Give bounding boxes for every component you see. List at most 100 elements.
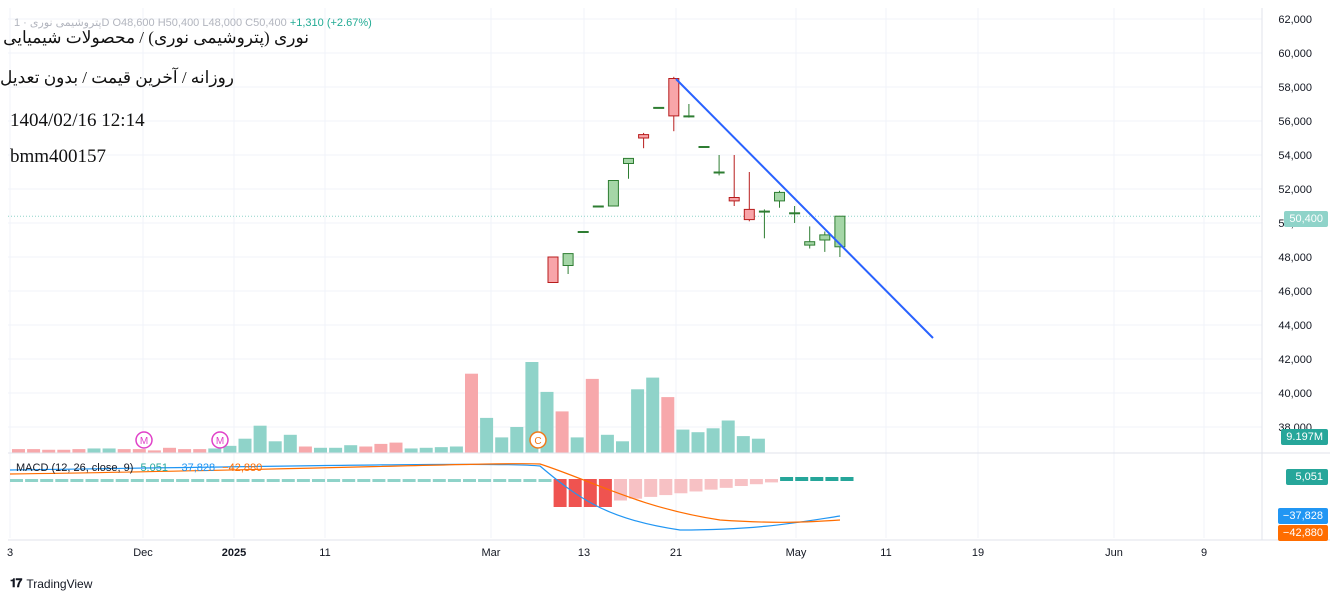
volume-bar bbox=[193, 449, 207, 453]
ohlc-legend: پتروشیمی نوری · 1D O48,600 H50,400 L48,0… bbox=[14, 16, 372, 29]
volume-bar bbox=[12, 449, 25, 453]
axes: 62,00060,00058,00056,00054,00052,00050,0… bbox=[7, 8, 1330, 559]
candle-body bbox=[804, 241, 816, 246]
volume-bar bbox=[751, 438, 765, 453]
x-tick-label: Jun bbox=[1105, 547, 1123, 559]
macd-hist-bar bbox=[206, 479, 220, 482]
macd-legend[interactable]: MACD (12, 26, close, 9) 5.051 −37,828 −4… bbox=[16, 462, 262, 474]
y-tick-label: 46,000 bbox=[1278, 286, 1312, 298]
tradingview-brand[interactable]: 𝟏𝟕 TradingView bbox=[10, 576, 92, 591]
volume-bar bbox=[434, 447, 448, 453]
macd-hist-bar bbox=[281, 479, 295, 482]
volume-bar bbox=[163, 447, 176, 453]
volume-bar bbox=[253, 425, 267, 453]
macd-hist-bar bbox=[70, 479, 84, 482]
y-tick-label: 52,000 bbox=[1278, 184, 1312, 196]
event-marker bbox=[135, 431, 153, 449]
macd-line-badge: −37,828 bbox=[1277, 508, 1328, 524]
macd-hist-bar bbox=[810, 477, 824, 481]
macd-hist-bar bbox=[659, 479, 673, 496]
x-tick-label: 3 bbox=[7, 547, 13, 559]
user-id: bmm400157 bbox=[10, 146, 107, 167]
volume-bar bbox=[585, 378, 599, 453]
macd-hist-bar bbox=[130, 479, 144, 482]
ohlc-text: پتروشیمی نوری · 1D O48,600 H50,400 L48,0… bbox=[14, 17, 287, 29]
candle-body bbox=[728, 197, 740, 202]
volume-bar bbox=[661, 397, 675, 453]
candle-body bbox=[774, 191, 785, 202]
volume-bar bbox=[359, 446, 373, 453]
macd-hist-badge: 5,051 bbox=[1286, 469, 1328, 485]
volume-bar bbox=[736, 436, 750, 453]
volume-bar bbox=[268, 441, 282, 453]
macd-hist-bar bbox=[598, 479, 612, 507]
volume-bar bbox=[72, 449, 86, 453]
candle-body bbox=[668, 78, 680, 117]
macd-hist-bar bbox=[402, 479, 416, 482]
macd-hist-bar bbox=[357, 479, 371, 482]
candle-body bbox=[819, 234, 831, 241]
y-tick-label: 60,000 bbox=[1278, 48, 1312, 60]
macd-hist-bar bbox=[55, 479, 69, 482]
x-tick-label: 19 bbox=[972, 547, 984, 559]
volume-bar bbox=[616, 441, 629, 453]
signal-line bbox=[9, 463, 841, 523]
macd-hist-bar bbox=[236, 479, 250, 482]
signal-line-badge: −42,880 bbox=[1277, 525, 1328, 541]
volume-bar bbox=[404, 448, 418, 453]
volume-bars bbox=[12, 362, 765, 453]
event-marker-label: M bbox=[216, 436, 224, 447]
volume-bar bbox=[706, 428, 720, 453]
x-tick-label: Dec bbox=[133, 547, 153, 559]
macd-hist-bar bbox=[115, 479, 129, 482]
macd-line bbox=[9, 463, 841, 531]
volume-bar bbox=[314, 447, 327, 453]
volume-bar bbox=[178, 449, 192, 453]
volume-bar bbox=[238, 438, 252, 453]
macd-hist-bar bbox=[327, 479, 341, 482]
macd-hist-bar bbox=[417, 479, 431, 482]
y-tick-label: 56,000 bbox=[1278, 116, 1312, 128]
event-marker bbox=[211, 431, 229, 449]
macd-hist-bar bbox=[10, 479, 23, 482]
macd-hist-bar bbox=[749, 479, 763, 485]
macd-hist-bar bbox=[463, 479, 476, 482]
macd-hist-bar bbox=[251, 479, 265, 482]
macd-name: MACD (12, 26, close, 9) bbox=[16, 462, 134, 474]
candle-body bbox=[592, 205, 604, 208]
volume-bar bbox=[691, 432, 705, 453]
candle-body bbox=[698, 146, 710, 148]
candle-body bbox=[758, 210, 770, 213]
chart-subtitle: روزانه / آخرین قیمت / بدون تعدیل bbox=[0, 68, 234, 87]
tradingview-logo-icon: 𝟏𝟕 bbox=[10, 576, 22, 590]
trend-line[interactable] bbox=[675, 78, 934, 339]
macd-hist-bar bbox=[493, 479, 507, 482]
macd-hist-bar bbox=[780, 477, 794, 481]
macd-hist-bar bbox=[145, 479, 159, 482]
volume-bar bbox=[208, 448, 222, 453]
x-tick-label: Mar bbox=[482, 547, 501, 559]
y-tick-label: 54,000 bbox=[1278, 150, 1312, 162]
volume-bar bbox=[57, 449, 71, 453]
volume-bar bbox=[721, 420, 735, 453]
volume-bar bbox=[132, 449, 146, 453]
volume-bar bbox=[223, 445, 237, 453]
macd-hist-bar bbox=[312, 479, 325, 482]
macd-hist-bar bbox=[825, 477, 839, 481]
x-tick-label: 9 bbox=[1201, 547, 1207, 559]
macd-hist-bar bbox=[40, 479, 54, 482]
volume-bar bbox=[344, 445, 358, 453]
volume-bar bbox=[465, 373, 478, 453]
macd-hist-bar bbox=[372, 479, 386, 482]
macd-hist-bar bbox=[553, 479, 567, 507]
macd-hist-bar bbox=[432, 479, 446, 482]
volume-bar bbox=[374, 443, 388, 453]
candlesticks[interactable] bbox=[547, 76, 846, 283]
macd-hist-bar bbox=[765, 479, 778, 483]
macd-hist-bar bbox=[508, 479, 522, 482]
candle-body bbox=[607, 180, 619, 207]
macd-hist-value: 5.051 bbox=[140, 462, 168, 474]
volume-bar bbox=[449, 446, 463, 453]
